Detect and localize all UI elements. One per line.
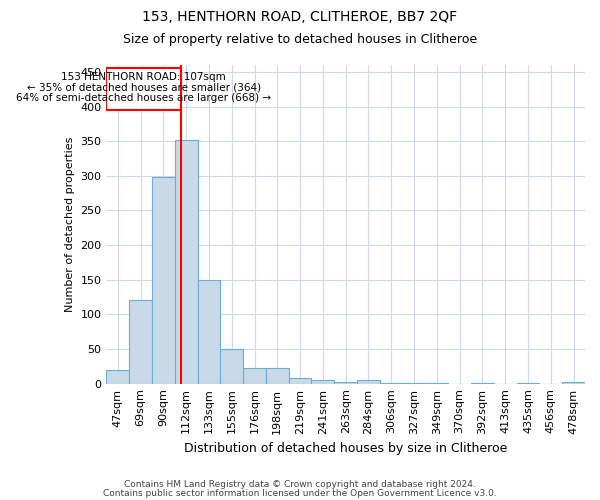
Bar <box>425 383 448 384</box>
Bar <box>517 383 539 384</box>
Bar <box>175 140 197 384</box>
FancyBboxPatch shape <box>106 68 181 110</box>
Text: 64% of semi-detached houses are larger (668) →: 64% of semi-detached houses are larger (… <box>16 92 271 102</box>
Bar <box>471 383 494 384</box>
X-axis label: Distribution of detached houses by size in Clitheroe: Distribution of detached houses by size … <box>184 442 508 455</box>
Bar <box>380 383 403 384</box>
Text: 153 HENTHORN ROAD: 107sqm: 153 HENTHORN ROAD: 107sqm <box>61 72 226 82</box>
Bar <box>289 378 311 384</box>
Bar <box>266 368 289 384</box>
Bar <box>106 370 129 384</box>
Text: Size of property relative to detached houses in Clitheroe: Size of property relative to detached ho… <box>123 32 477 46</box>
Bar <box>129 300 152 384</box>
Bar <box>357 380 380 384</box>
Text: 153, HENTHORN ROAD, CLITHEROE, BB7 2QF: 153, HENTHORN ROAD, CLITHEROE, BB7 2QF <box>142 10 458 24</box>
Bar <box>197 280 220 384</box>
Text: Contains HM Land Registry data © Crown copyright and database right 2024.: Contains HM Land Registry data © Crown c… <box>124 480 476 489</box>
Bar <box>220 349 243 384</box>
Bar <box>334 382 357 384</box>
Bar <box>403 383 425 384</box>
Y-axis label: Number of detached properties: Number of detached properties <box>65 136 75 312</box>
Bar <box>562 382 585 384</box>
Bar <box>152 177 175 384</box>
Bar <box>243 368 266 384</box>
Text: Contains public sector information licensed under the Open Government Licence v3: Contains public sector information licen… <box>103 488 497 498</box>
Text: ← 35% of detached houses are smaller (364): ← 35% of detached houses are smaller (36… <box>26 82 260 92</box>
Bar <box>311 380 334 384</box>
